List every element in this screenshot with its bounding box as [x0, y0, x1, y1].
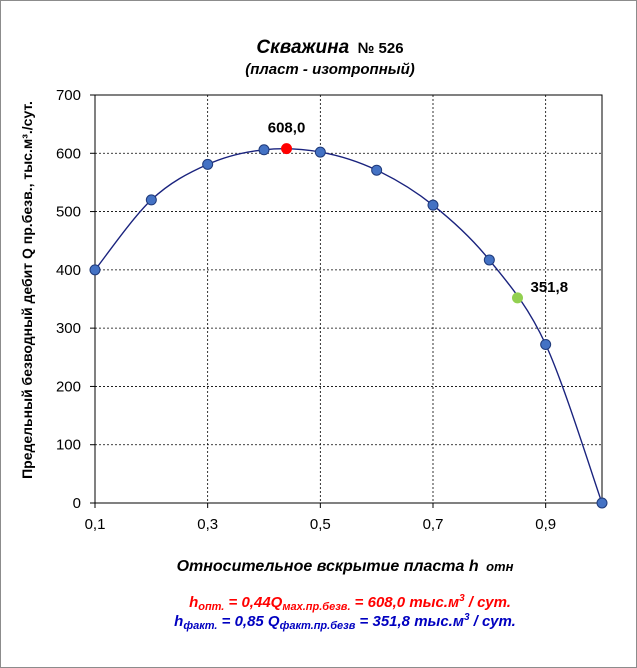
data-point: [483, 254, 495, 266]
x-axis-label-sub: отн: [486, 559, 514, 574]
data-point: [314, 146, 326, 158]
y-tick-label: 200: [56, 378, 81, 395]
actual-point: [512, 292, 523, 304]
x-tick-label: 0,1: [85, 516, 106, 533]
data-point: [89, 264, 101, 276]
y-tick-labels: 0 100 200 300 400 500 600 700: [56, 87, 95, 512]
chart-title-number: № 526: [358, 40, 404, 57]
chart-title-main: Скважина: [256, 37, 349, 58]
data-point: [596, 497, 608, 509]
formula-optimum: hопт. = 0,44Qмах.пр.безв. = 608,0 тыс.м3…: [189, 593, 511, 613]
data-point: [371, 164, 383, 176]
y-tick-label: 0: [73, 495, 81, 512]
y-tick-label: 600: [56, 145, 81, 162]
y-tick-label: 700: [56, 87, 81, 104]
y-tick-label: 500: [56, 204, 81, 221]
y-axis-label: Предельный безводный дебит Q пр.безв., т…: [19, 101, 35, 479]
data-point: [540, 338, 552, 350]
chart-title: Скважина № 526: [256, 37, 403, 58]
y-tick-label: 100: [56, 437, 81, 454]
formula-actual: hфакт. = 0,85 Qфакт.пр.безв = 351,8 тыс.…: [174, 612, 516, 632]
actual-label: 351,8: [531, 279, 569, 296]
data-point: [258, 144, 270, 156]
x-axis-label-main: Относительное вскрытие пласта h: [177, 558, 479, 575]
optimum-point: [281, 143, 293, 155]
data-points: [89, 144, 608, 509]
data-point: [145, 194, 157, 206]
optimum-label: 608,0: [268, 120, 306, 137]
x-axis-label: Относительное вскрытие пласта h отн: [177, 558, 514, 575]
x-tick-label: 0,5: [310, 516, 331, 533]
x-tick-label: 0,9: [535, 516, 556, 533]
plot-area: [94, 94, 603, 504]
x-tick-labels: 0,1 0,3 0,5 0,7 0,9: [85, 503, 556, 533]
x-tick-label: 0,3: [197, 516, 218, 533]
y-tick-label: 400: [56, 262, 81, 279]
data-point: [202, 158, 214, 170]
highlight-points: 608,0 351,8: [268, 120, 569, 304]
chart-subtitle: (пласт - изотропный): [245, 61, 414, 78]
x-tick-label: 0,7: [423, 516, 444, 533]
y-tick-label: 300: [56, 320, 81, 337]
data-point: [427, 199, 439, 211]
